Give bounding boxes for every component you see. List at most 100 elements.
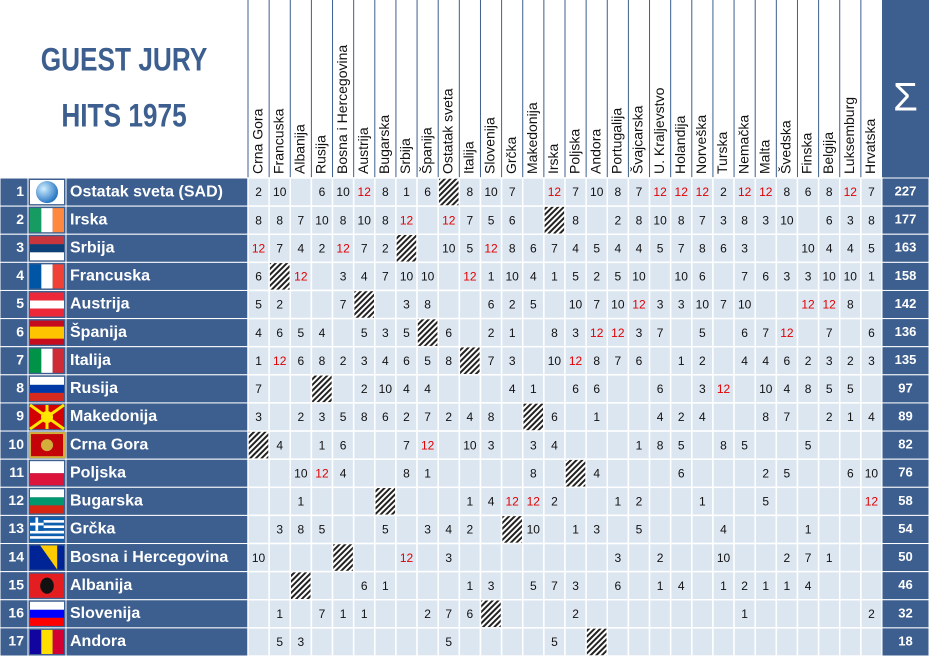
point-cell: [627, 374, 651, 404]
point-cell: [500, 430, 524, 460]
rank: 2: [16, 211, 24, 227]
point-cell: [860, 374, 883, 404]
points: 1: [467, 579, 474, 593]
points: 8: [614, 185, 621, 199]
points: 4: [297, 241, 304, 255]
point-cell: [691, 458, 714, 489]
column-header: Crna Gora: [249, 108, 265, 174]
flag: [40, 439, 54, 452]
point-cell: [521, 627, 545, 656]
points: 8: [361, 410, 368, 424]
country-name: Makedonija: [70, 408, 157, 425]
points: 10: [484, 185, 498, 199]
points: 7: [551, 241, 558, 255]
total: 46: [898, 577, 912, 592]
country-name: Poljska: [70, 464, 126, 481]
points: 5: [551, 635, 558, 649]
points: 6: [572, 382, 579, 396]
points: 7: [319, 607, 326, 621]
points: 2: [255, 185, 262, 199]
rank: 17: [8, 633, 24, 649]
point-cell: [860, 627, 883, 656]
sum-header-bg: [882, 0, 929, 178]
points: 5: [784, 466, 791, 480]
flag-icon: [30, 489, 64, 514]
point-cell: [733, 514, 756, 545]
points: 4: [699, 410, 706, 424]
points: 8: [805, 382, 812, 396]
points: 8: [319, 354, 326, 368]
flag: [40, 545, 58, 570]
total-cell: [881, 514, 929, 545]
point-cell: [437, 458, 461, 489]
points: 7: [361, 241, 368, 255]
point-cell: [500, 458, 524, 489]
point-cell: [585, 486, 609, 517]
flag: [30, 601, 64, 610]
points: 2: [636, 495, 643, 509]
points: 8: [382, 185, 389, 199]
points: 6: [509, 213, 516, 227]
point-cell: [437, 486, 461, 517]
point-cell: [860, 514, 883, 545]
point-cell: [691, 542, 714, 573]
point-cell: [585, 542, 609, 573]
point-cell: [669, 627, 693, 656]
rank-cell: [0, 177, 29, 207]
flag-icon: [30, 461, 64, 486]
column-header: Švajcarska: [630, 105, 646, 174]
points: 4: [868, 410, 875, 424]
points: 6: [636, 354, 643, 368]
point-cell: [479, 514, 503, 545]
points: 6: [403, 354, 410, 368]
points: 2: [297, 410, 304, 424]
flag: [35, 181, 59, 204]
point-cell: [712, 402, 735, 432]
points: 12: [590, 326, 604, 340]
points: 5: [382, 523, 389, 537]
point-cell: [479, 458, 503, 489]
points: 8: [530, 466, 537, 480]
point-cell: [754, 430, 778, 460]
point-cell: [796, 402, 820, 432]
point-cell: [247, 514, 270, 545]
rank-cell: [0, 318, 29, 348]
points: 12: [632, 298, 646, 312]
flag-icon: [30, 208, 64, 233]
country-name: Andora: [70, 633, 126, 650]
points: 5: [826, 382, 833, 396]
points: 12: [801, 298, 815, 312]
points: 1: [403, 185, 410, 199]
point-cell: [669, 486, 693, 517]
points: 3: [572, 326, 579, 340]
rank: 14: [8, 548, 24, 564]
points: 12: [400, 551, 414, 565]
total: 58: [898, 493, 912, 508]
point-cell: [352, 627, 376, 656]
point-cell: [437, 570, 461, 601]
points: 6: [424, 185, 431, 199]
points: 2: [403, 410, 410, 424]
points: 3: [340, 270, 347, 284]
title-line: GUEST JURY: [41, 43, 208, 78]
flag: [30, 530, 64, 534]
points: 1: [657, 579, 664, 593]
total: 18: [898, 633, 912, 648]
points: 5: [572, 270, 579, 284]
point-cell: [627, 627, 651, 656]
point-cell: [374, 542, 397, 573]
points: 5: [741, 438, 748, 452]
points: 7: [614, 354, 621, 368]
title-line: HITS 1975: [61, 99, 186, 134]
total: 32: [898, 605, 912, 620]
point-cell: [564, 627, 587, 656]
points: 5: [636, 523, 643, 537]
points: 10: [548, 354, 562, 368]
total: 50: [898, 549, 912, 564]
point-cell: [479, 627, 503, 656]
points: 7: [488, 354, 495, 368]
points: 10: [780, 213, 794, 227]
points: 7: [572, 185, 579, 199]
points: 6: [678, 466, 685, 480]
row: 11 Poljska 10 12 4 8 1 8 4 6 2 5 6 10 76: [0, 458, 929, 489]
